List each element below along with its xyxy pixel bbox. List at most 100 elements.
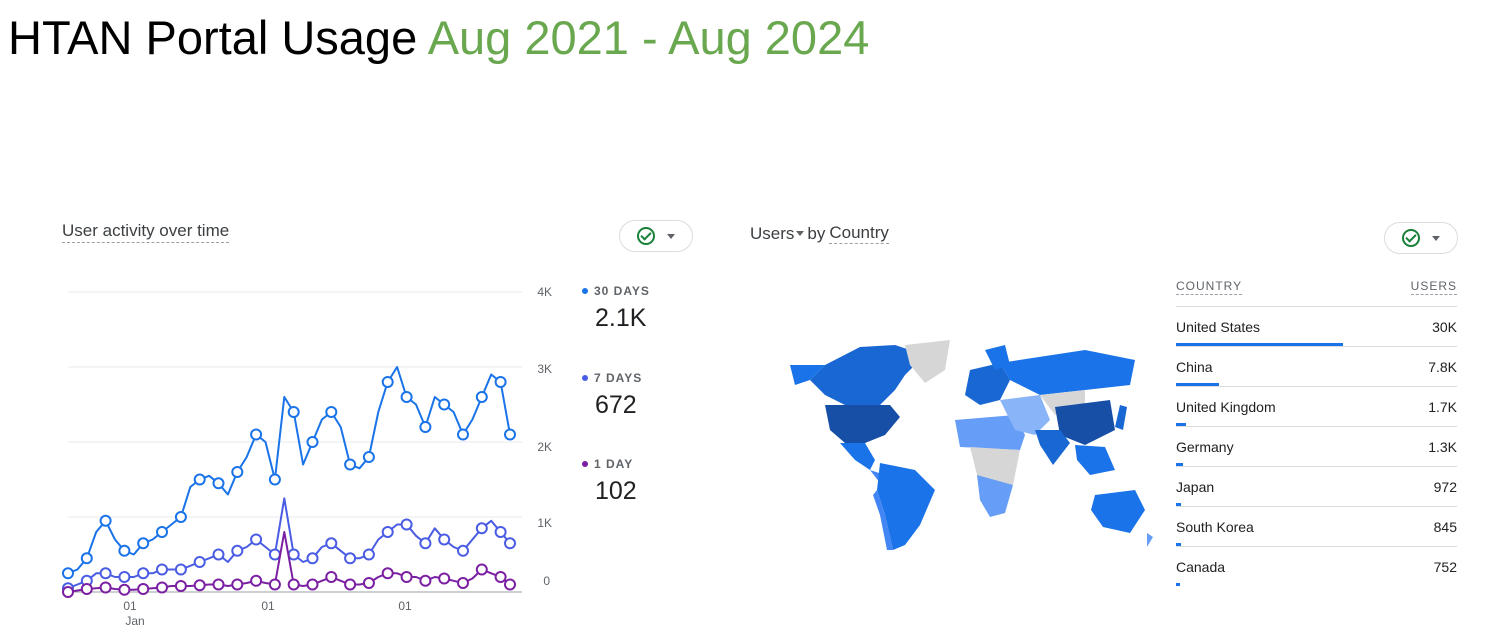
data-point[interactable] <box>306 436 319 448</box>
column-header-country[interactable]: COUNTRY <box>1176 279 1243 295</box>
data-point[interactable] <box>475 391 488 403</box>
data-point[interactable] <box>400 571 413 583</box>
data-point[interactable] <box>344 552 357 565</box>
data-point[interactable] <box>287 406 300 418</box>
metric-selector[interactable]: Users <box>750 224 807 244</box>
map-russia <box>1000 350 1135 395</box>
data-point[interactable] <box>212 548 225 561</box>
legend-value-30-days: 2.1K <box>595 304 647 332</box>
data-point[interactable] <box>156 581 168 594</box>
data-point[interactable] <box>306 552 319 565</box>
data-point[interactable] <box>494 376 507 388</box>
data-point[interactable] <box>62 567 74 580</box>
y-tick-2k: 2K <box>537 440 552 454</box>
country-name: South Korea <box>1176 519 1254 535</box>
data-point[interactable] <box>268 473 281 486</box>
data-point[interactable] <box>504 578 516 591</box>
table-row: United Kingdom 1.7K <box>1176 387 1457 427</box>
dimension-selector[interactable]: Country <box>829 223 889 244</box>
data-point[interactable] <box>268 578 281 591</box>
y-tick-3k: 3K <box>537 362 552 376</box>
data-point[interactable] <box>174 563 187 576</box>
data-point[interactable] <box>193 473 206 486</box>
legend-label-7-days: 7 DAYS <box>594 371 643 385</box>
activity-insights-button[interactable] <box>619 220 693 252</box>
data-point[interactable] <box>381 376 394 388</box>
data-point[interactable] <box>287 548 300 561</box>
table-row: Canada 752 <box>1176 547 1457 586</box>
data-point[interactable] <box>362 577 375 589</box>
data-point[interactable] <box>475 522 488 535</box>
data-point[interactable] <box>174 511 187 523</box>
data-point[interactable] <box>250 533 263 546</box>
data-point[interactable] <box>156 563 168 576</box>
data-point[interactable] <box>457 577 469 589</box>
data-point[interactable] <box>419 421 432 433</box>
country-insights-button[interactable] <box>1384 222 1458 254</box>
data-point[interactable] <box>344 578 357 591</box>
data-point[interactable] <box>325 571 338 583</box>
data-point[interactable] <box>306 578 319 591</box>
data-point[interactable] <box>231 578 244 591</box>
data-point[interactable] <box>419 537 432 550</box>
data-point[interactable] <box>344 458 357 471</box>
legend-30-days: 30 DAYS 2.1K <box>582 284 650 333</box>
data-point[interactable] <box>99 567 112 580</box>
country-share-bar <box>1176 463 1184 466</box>
map-india <box>1035 430 1070 465</box>
data-point[interactable] <box>62 586 74 598</box>
data-point[interactable] <box>325 406 338 418</box>
data-point[interactable] <box>212 477 225 490</box>
data-point[interactable] <box>438 533 451 546</box>
map-south-america <box>877 463 935 550</box>
data-point[interactable] <box>287 578 300 591</box>
data-point[interactable] <box>400 518 413 531</box>
data-point[interactable] <box>457 428 469 441</box>
data-point[interactable] <box>156 526 168 538</box>
country-users: 1.3K <box>1428 439 1457 455</box>
data-point[interactable] <box>438 572 451 585</box>
data-point[interactable] <box>381 526 394 538</box>
data-point[interactable] <box>231 466 244 478</box>
page-title: HTAN Portal Usage Aug 2021 - Aug 2024 <box>8 10 869 66</box>
data-point[interactable] <box>494 526 507 538</box>
data-point[interactable] <box>118 544 131 557</box>
data-point[interactable] <box>99 514 112 527</box>
activity-card-title[interactable]: User activity over time <box>62 221 230 243</box>
data-point[interactable] <box>118 583 131 596</box>
data-point[interactable] <box>381 567 394 580</box>
data-point[interactable] <box>250 574 263 587</box>
map-usa <box>825 405 900 443</box>
data-point[interactable] <box>475 563 488 576</box>
data-point[interactable] <box>137 567 150 580</box>
column-header-users[interactable]: USERS <box>1410 279 1457 295</box>
map-africa-north <box>955 415 1025 450</box>
country-users: 7.8K <box>1428 359 1457 375</box>
data-point[interactable] <box>438 398 451 411</box>
data-point[interactable] <box>362 451 375 463</box>
country-name: China <box>1176 359 1213 375</box>
data-point[interactable] <box>80 583 93 595</box>
data-point[interactable] <box>362 548 375 561</box>
data-point[interactable] <box>137 537 150 550</box>
data-point[interactable] <box>80 552 93 565</box>
data-point[interactable] <box>504 537 516 550</box>
data-point[interactable] <box>457 544 469 557</box>
x-tick-3: 01 <box>398 599 412 613</box>
data-point[interactable] <box>325 537 338 550</box>
data-point[interactable] <box>174 580 187 592</box>
data-point[interactable] <box>212 578 225 591</box>
data-point[interactable] <box>400 391 413 403</box>
data-point[interactable] <box>419 574 432 587</box>
data-point[interactable] <box>250 428 263 441</box>
country-name: United Kingdom <box>1176 399 1276 415</box>
data-point[interactable] <box>137 583 150 595</box>
data-point[interactable] <box>504 428 516 441</box>
data-point[interactable] <box>494 571 507 583</box>
data-point[interactable] <box>118 571 131 583</box>
data-point[interactable] <box>268 548 281 561</box>
data-point[interactable] <box>193 556 206 568</box>
data-point[interactable] <box>193 579 206 592</box>
data-point[interactable] <box>231 544 244 557</box>
data-point[interactable] <box>99 581 112 594</box>
